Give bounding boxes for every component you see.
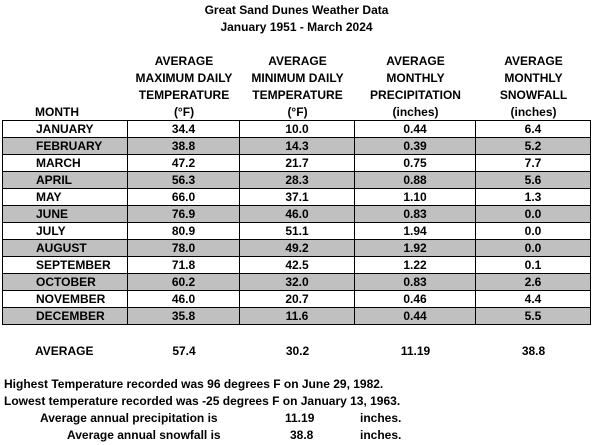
column-header: (inches): [510, 105, 557, 119]
value-cell: 0.0: [476, 223, 591, 240]
table-border: [2, 120, 591, 121]
month-cell: MAY: [2, 189, 128, 206]
month-cell: SEPTEMBER: [2, 257, 128, 274]
title: Great Sand Dunes Weather Data: [204, 3, 389, 17]
value-cell: 0.83: [355, 274, 476, 291]
value-cell: 34.4: [128, 121, 240, 138]
average-value: 30.2: [285, 344, 310, 358]
value-cell: 56.3: [128, 172, 240, 189]
column-header: PRECIPITATION: [370, 88, 461, 102]
value-cell: 28.3: [240, 172, 355, 189]
summary-text: Average annual snowfall is: [67, 428, 221, 442]
month-cell: APRIL: [2, 172, 128, 189]
column-header: TEMPERATURE: [138, 88, 230, 102]
month-cell: JANUARY: [2, 121, 128, 138]
value-cell: 0.44: [355, 308, 476, 325]
value-cell: 10.0: [240, 121, 355, 138]
value-cell: 42.5: [240, 257, 355, 274]
value-cell: 46.0: [240, 206, 355, 223]
month-cell: AUGUST: [2, 240, 128, 257]
value-cell: 1.92: [355, 240, 476, 257]
value-cell: 66.0: [128, 189, 240, 206]
value-cell: 0.46: [355, 291, 476, 308]
summary-text: inches.: [360, 428, 402, 442]
column-header: AVERAGE: [154, 54, 214, 68]
value-cell: 51.1: [240, 223, 355, 240]
summary-text: 11.19: [285, 411, 315, 425]
value-cell: 1.3: [476, 189, 591, 206]
value-cell: 38.8: [128, 138, 240, 155]
month-cell: MARCH: [2, 155, 128, 172]
value-cell: 6.4: [476, 121, 591, 138]
column-header: AVERAGE: [268, 54, 327, 68]
value-cell: 1.94: [355, 223, 476, 240]
column-header: MONTH: [35, 105, 79, 119]
column-header: SNOWFALL: [499, 88, 568, 102]
value-cell: 1.22: [355, 257, 476, 274]
column-header: AVERAGE: [504, 54, 563, 68]
value-cell: 32.0: [240, 274, 355, 291]
month-cell: OCTOBER: [2, 274, 128, 291]
value-cell: 35.8: [128, 308, 240, 325]
value-cell: 0.88: [355, 172, 476, 189]
month-cell: DECEMBER: [2, 308, 128, 325]
month-cell: JULY: [2, 223, 128, 240]
summary-text: Average annual precipitation is: [40, 411, 218, 425]
column-header: TEMPERATURE: [252, 88, 343, 102]
column-header: MONTHLY: [386, 71, 445, 85]
month-cell: NOVEMBER: [2, 291, 128, 308]
average-label: AVERAGE: [35, 344, 94, 358]
column-header: (°F): [173, 105, 195, 119]
month-cell: FEBRUARY: [2, 138, 128, 155]
month-cell: JUNE: [2, 206, 128, 223]
column-header: (inches): [392, 105, 439, 119]
value-cell: 20.7: [240, 291, 355, 308]
value-cell: 4.4: [476, 291, 591, 308]
value-cell: 37.1: [240, 189, 355, 206]
value-cell: 49.2: [240, 240, 355, 257]
title: January 1951 - March 2024: [220, 20, 373, 34]
column-header: MONTHLY: [504, 71, 563, 85]
summary-text: inches.: [360, 411, 402, 425]
note: Highest Temperature recorded was 96 degr…: [4, 377, 384, 391]
value-cell: 76.9: [128, 206, 240, 223]
column-header: MAXIMUM DAILY: [135, 71, 233, 85]
average-value: 57.4: [172, 344, 196, 358]
column-header: (°F): [287, 105, 308, 119]
value-cell: 21.7: [240, 155, 355, 172]
value-cell: 47.2: [128, 155, 240, 172]
average-value: 11.19: [400, 344, 431, 358]
value-cell: 78.0: [128, 240, 240, 257]
value-cell: 80.9: [128, 223, 240, 240]
value-cell: 0.0: [476, 240, 591, 257]
value-cell: 5.2: [476, 138, 591, 155]
summary-text: 38.8: [290, 428, 314, 442]
value-cell: 14.3: [240, 138, 355, 155]
value-cell: 0.0: [476, 206, 591, 223]
value-cell: 5.5: [476, 308, 591, 325]
value-cell: 2.6: [476, 274, 591, 291]
value-cell: 0.75: [355, 155, 476, 172]
average-value: 38.8: [521, 344, 546, 358]
note: Lowest temperature recorded was -25 degr…: [4, 394, 401, 408]
value-cell: 46.0: [128, 291, 240, 308]
column-header: MINIMUM DAILY: [251, 71, 344, 85]
value-cell: 71.8: [128, 257, 240, 274]
value-cell: 5.6: [476, 172, 591, 189]
value-cell: 0.39: [355, 138, 476, 155]
column-header: AVERAGE: [386, 54, 445, 68]
value-cell: 7.7: [476, 155, 591, 172]
value-cell: 1.10: [355, 189, 476, 206]
value-cell: 0.83: [355, 206, 476, 223]
value-cell: 0.44: [355, 121, 476, 138]
value-cell: 11.6: [240, 308, 355, 325]
value-cell: 0.1: [476, 257, 591, 274]
value-cell: 60.2: [128, 274, 240, 291]
